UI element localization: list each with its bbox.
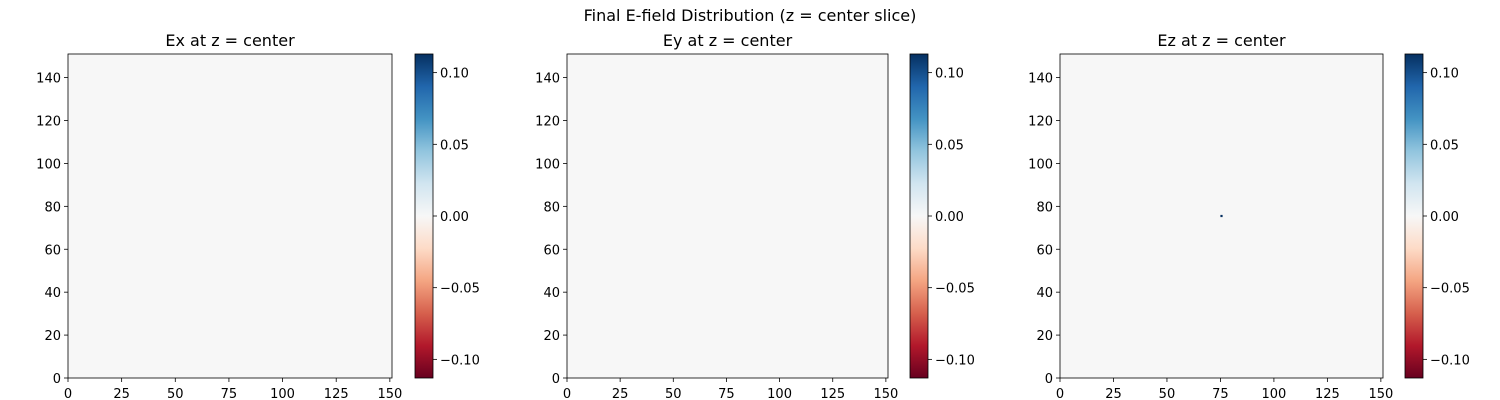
ey-colorbar-tick-label-1: −0.05 xyxy=(935,282,975,297)
ey-colorbar-tick-label-4: 0.10 xyxy=(935,67,964,82)
ex-ytick-label-3: 60 xyxy=(44,243,61,258)
ex-ytick-label-2: 40 xyxy=(44,286,61,301)
ey-colorbar-tick-label-3: 0.05 xyxy=(935,138,964,153)
ey-ytick-label-4: 80 xyxy=(543,200,560,215)
ex-panel: Ex at z = center 0 25 50 75 100 125 150 0 20 40 60 8… xyxy=(36,31,480,400)
ex-colorbar-tick-label-2: 0.00 xyxy=(440,210,469,225)
ez-ytick-label-1: 20 xyxy=(1036,329,1053,344)
ex-colorbar-tick-label-3: 0.05 xyxy=(440,138,469,153)
ey-ytick-label-2: 40 xyxy=(543,286,560,301)
ez-ytick-label-3: 60 xyxy=(1036,243,1053,258)
ey-panel: Ey at z = center 0 25 50 75 100 125 150 0 20 40 60 8… xyxy=(535,31,975,400)
ex-ytick-label-7: 140 xyxy=(36,72,61,87)
ex-xtick-label-0: 0 xyxy=(64,387,72,400)
ex-ytick-label-6: 120 xyxy=(36,115,61,130)
ex-title: Ex at z = center xyxy=(165,31,295,50)
ex-heatmap-field xyxy=(68,54,392,378)
ez-ytick-label-5: 100 xyxy=(1028,157,1053,172)
ez-colorbar-tick-label-4: 0.10 xyxy=(1430,67,1459,82)
ez-hotspot-0 xyxy=(1220,214,1223,218)
ex-ytick-label-1: 20 xyxy=(44,329,61,344)
ez-ytick-label-6: 120 xyxy=(1028,115,1053,130)
ez-ytick-label-4: 80 xyxy=(1036,200,1053,215)
ex-xtick-label-1: 25 xyxy=(113,387,130,400)
ey-colorbar-tick-label-0: −0.10 xyxy=(935,353,975,368)
ex-xtick-label-6: 150 xyxy=(377,387,402,400)
ez-xtick-label-3: 75 xyxy=(1212,387,1229,400)
ez-xtick-label-2: 50 xyxy=(1159,387,1176,400)
ey-colorbar-tick-label-2: 0.00 xyxy=(935,210,964,225)
ey-title: Ey at z = center xyxy=(663,31,793,50)
ex-xtick-label-2: 50 xyxy=(167,387,184,400)
ex-ytick-label-0: 0 xyxy=(53,372,61,387)
ey-xtick-label-6: 150 xyxy=(873,387,898,400)
ex-colorbar xyxy=(414,53,434,379)
ez-colorbar-tick-label-1: −0.05 xyxy=(1430,282,1470,297)
ez-xtick-label-6: 150 xyxy=(1368,387,1393,400)
ez-title: Ez at z = center xyxy=(1157,31,1286,50)
ey-ytick-label-5: 100 xyxy=(535,157,560,172)
ey-xtick-label-4: 100 xyxy=(767,387,792,400)
ex-ytick-label-5: 100 xyxy=(36,157,61,172)
ez-xtick-label-5: 125 xyxy=(1315,387,1340,400)
ey-axes-frame xyxy=(566,53,889,379)
ez-xtick-label-0: 0 xyxy=(1056,387,1064,400)
figure-title: Final E-field Distribution (z = center s… xyxy=(583,6,917,25)
ey-ytick-label-3: 60 xyxy=(543,243,560,258)
ey-xtick-label-3: 75 xyxy=(718,387,735,400)
ex-xtick-label-3: 75 xyxy=(221,387,238,400)
ex-colorbar-tick-label-4: 0.10 xyxy=(440,67,469,82)
ey-xtick-label-1: 25 xyxy=(612,387,629,400)
ex-colorbar-tick-label-1: −0.05 xyxy=(440,282,480,297)
ez-xtick-label-4: 100 xyxy=(1261,387,1286,400)
ez-ytick-label-7: 140 xyxy=(1028,72,1053,87)
ez-colorbar xyxy=(1404,53,1424,379)
ez-axes-frame xyxy=(1059,53,1384,379)
ex-axes-frame xyxy=(67,53,393,379)
ez-ytick-label-2: 40 xyxy=(1036,286,1053,301)
ez-colorbar-tick-label-3: 0.05 xyxy=(1430,138,1459,153)
ey-ytick-label-0: 0 xyxy=(552,372,560,387)
ez-xtick-label-1: 25 xyxy=(1105,387,1122,400)
ey-ytick-label-6: 120 xyxy=(535,115,560,130)
ex-xtick-label-4: 100 xyxy=(270,387,295,400)
ey-xtick-label-2: 50 xyxy=(665,387,682,400)
ez-colorbar-tick-label-0: −0.10 xyxy=(1430,353,1470,368)
ey-colorbar xyxy=(909,53,929,379)
ex-xtick-label-5: 125 xyxy=(324,387,349,400)
ez-ytick-label-0: 0 xyxy=(1045,372,1053,387)
ey-ytick-label-7: 140 xyxy=(535,72,560,87)
ey-xtick-label-5: 125 xyxy=(820,387,845,400)
ez-colorbar-tick-label-2: 0.00 xyxy=(1430,210,1459,225)
ex-colorbar-tick-label-0: −0.10 xyxy=(440,353,480,368)
ey-heatmap-field xyxy=(567,54,888,378)
ex-ytick-label-4: 80 xyxy=(44,200,61,215)
ey-ytick-label-1: 20 xyxy=(543,329,560,344)
ez-panel: Ez at z = center 0 25 50 75 100 125 150 0 20 40 60 8… xyxy=(1028,31,1470,400)
ey-xtick-label-0: 0 xyxy=(563,387,571,400)
